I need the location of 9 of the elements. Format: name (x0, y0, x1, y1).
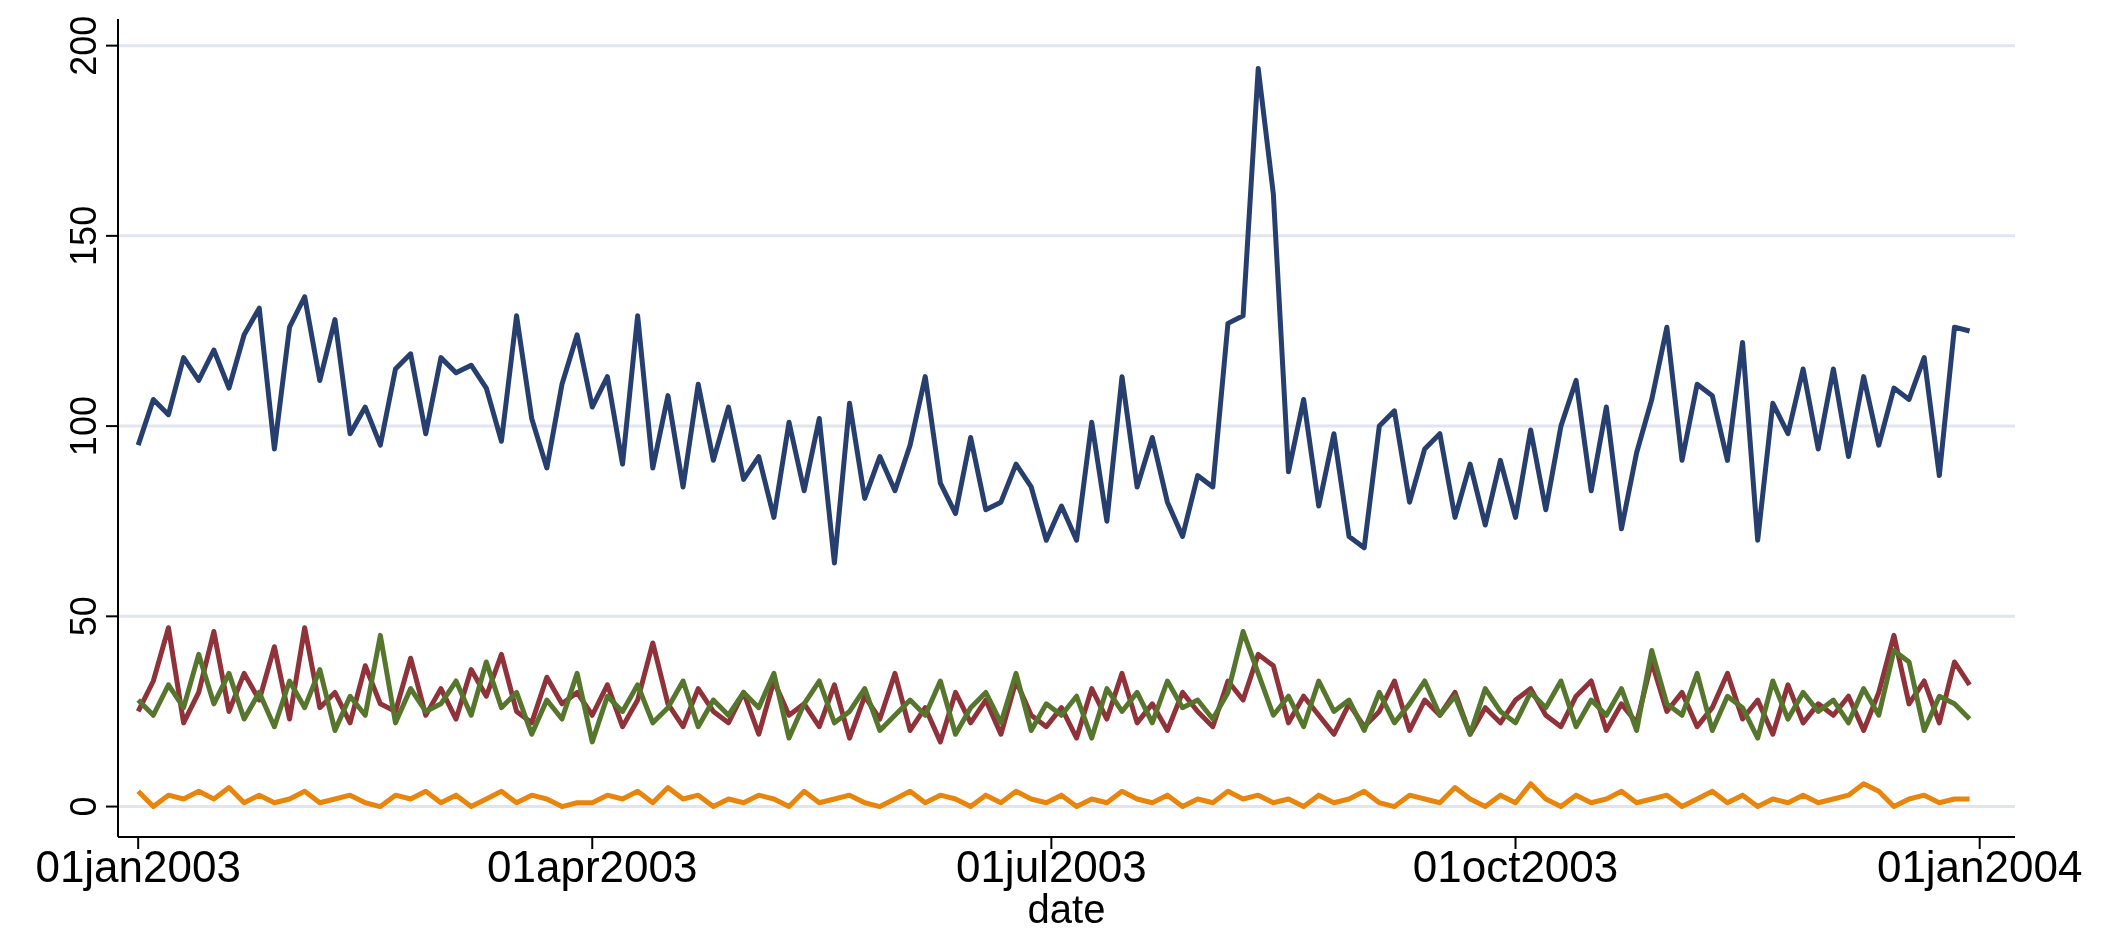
y-tick-label: 150 (63, 205, 104, 266)
x-tick-label: 01jan2003 (35, 842, 241, 892)
x-tick-label: 01jan2004 (1876, 842, 2083, 892)
y-tick-label: 100 (63, 396, 104, 457)
x-tick-label: 01apr2003 (487, 842, 698, 892)
y-tick-label: 200 (63, 15, 104, 76)
y-tick-label: 0 (63, 796, 104, 817)
y-tick-label: 50 (63, 596, 104, 637)
x-tick-label: 01oct2003 (1412, 842, 1619, 892)
